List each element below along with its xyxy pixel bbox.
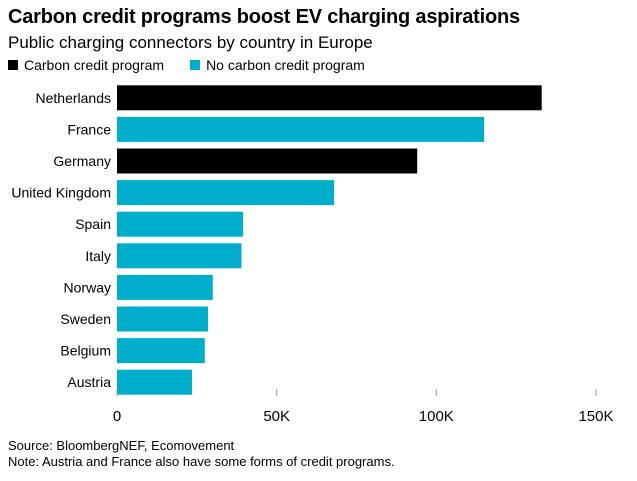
bar-united-kingdom (117, 180, 335, 206)
legend-label-carbon-credit: Carbon credit program (24, 57, 165, 73)
x-tick-label-1: 50K (263, 408, 290, 425)
category-label-italy: Italy (85, 248, 111, 264)
legend-item-no-carbon-credit: No carbon credit program (190, 57, 365, 73)
bar-belgium (117, 338, 205, 364)
bar-spain (117, 211, 244, 237)
category-label-norway: Norway (64, 279, 111, 295)
bar-netherlands (117, 85, 542, 111)
chart-title: Carbon credit programs boost EV charging… (8, 6, 520, 28)
category-label-belgium: Belgium (60, 343, 111, 359)
legend: Carbon credit program No carbon credit p… (8, 57, 391, 73)
category-label-austria: Austria (67, 374, 111, 390)
chart-subtitle: Public charging connectors by country in… (8, 33, 373, 52)
category-label-netherlands: Netherlands (36, 90, 112, 106)
bar-chart: Netherlands France Germany United Kingdom Sp… (11, 85, 614, 425)
bar-austria (117, 369, 192, 395)
legend-swatch-no-carbon-credit (190, 60, 201, 70)
bar-sweden (117, 306, 208, 332)
category-label-germany: Germany (53, 153, 111, 169)
bar-italy (117, 243, 242, 269)
category-label-spain: Spain (75, 216, 111, 232)
x-tick-label-2: 100K (419, 408, 454, 425)
category-label-france: France (67, 121, 111, 137)
source-text: Source: BloombergNEF, Ecomovement (8, 438, 235, 453)
bar-france (117, 116, 485, 142)
x-tick-label-3: 150K (578, 408, 613, 425)
bar-norway (117, 274, 213, 300)
x-tick-label-0: 0 (113, 408, 121, 425)
bar-germany (117, 148, 418, 174)
category-label-united-kingdom: United Kingdom (11, 185, 111, 201)
note-text: Note: Austria and France also have some … (8, 454, 395, 469)
category-label-sweden: Sweden (60, 311, 111, 327)
legend-swatch-carbon-credit (8, 60, 18, 70)
legend-item-carbon-credit: Carbon credit program (8, 57, 164, 73)
legend-label-no-carbon-credit: No carbon credit program (206, 57, 365, 73)
